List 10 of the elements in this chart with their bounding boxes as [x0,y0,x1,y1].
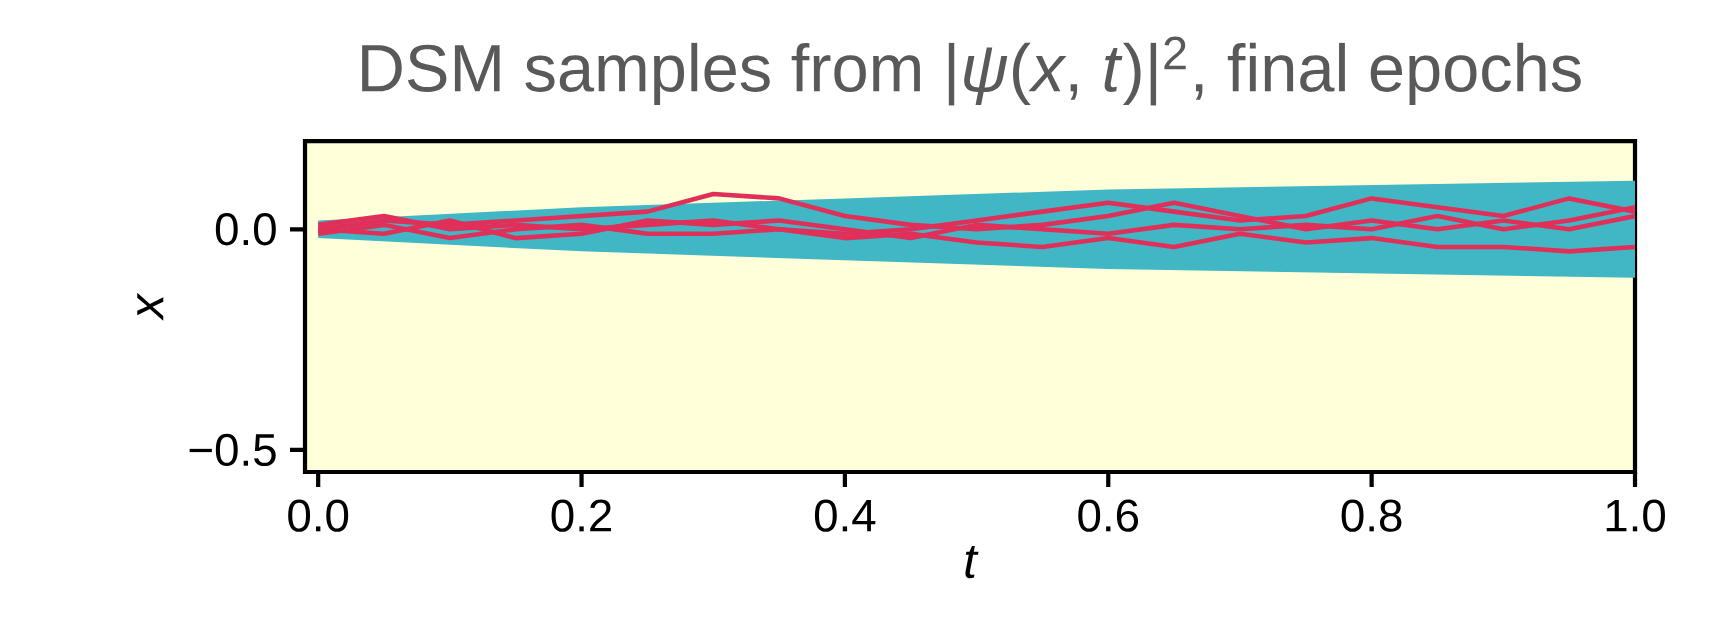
chart-title: DSM samples from |ψ(x, t)|$^{2}$, final epochs [362,36,1581,106]
x-tick-label: 0.0 [288,499,349,532]
x-tick-label: 0.6 [1078,499,1139,532]
x-tick-label: 0.4 [814,499,876,532]
x-axis-title: t [965,545,979,579]
x-tick-label: 1.0 [1606,499,1665,532]
y-tick-label: −0.5 [189,433,276,467]
x-tick-label: 0.8 [1341,499,1402,532]
y-axis-title: x [137,292,164,321]
x-tick-label: 0.2 [551,499,611,532]
